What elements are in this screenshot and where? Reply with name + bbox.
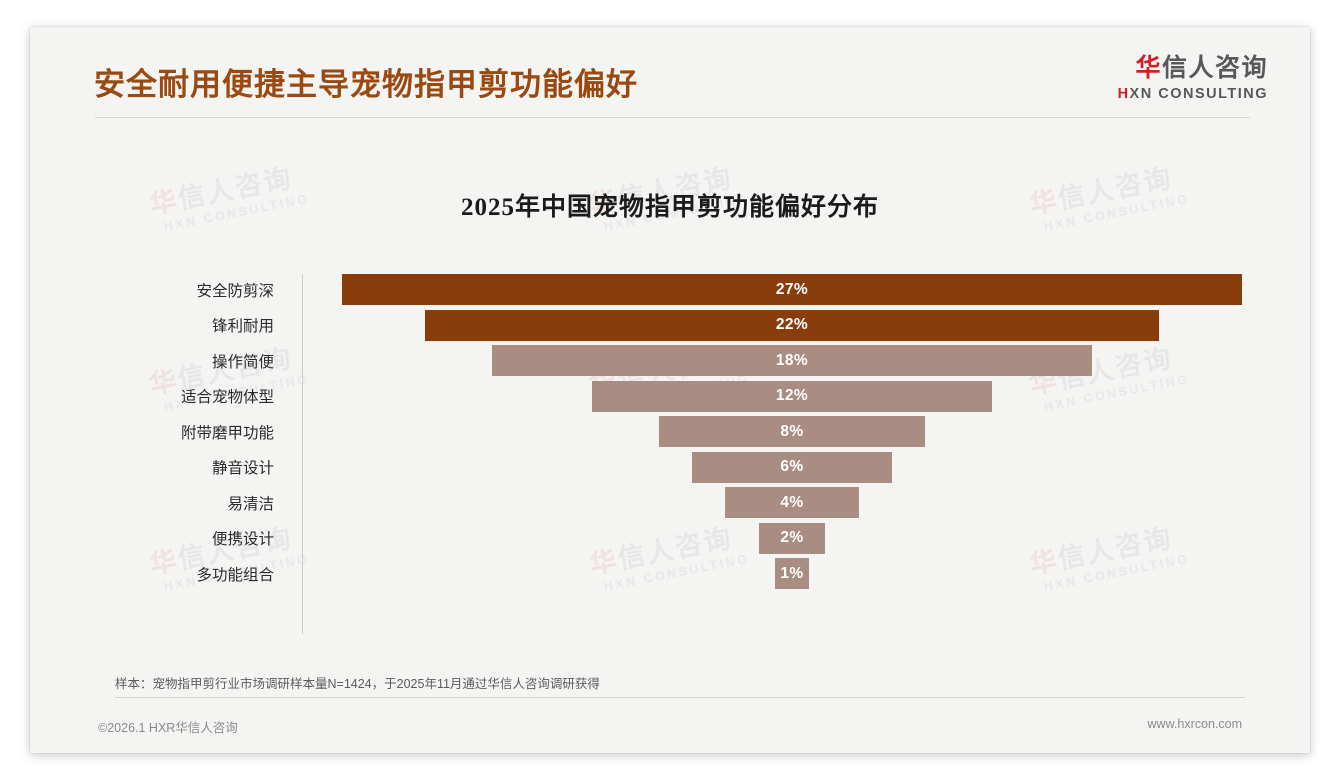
funnel-bar[interactable]: 4%	[725, 487, 859, 519]
bar-value-label: 8%	[780, 422, 804, 440]
website-link[interactable]: www.hxrcon.com	[1147, 717, 1242, 731]
bar-track: 18%	[292, 345, 1292, 377]
bar-track: 22%	[292, 309, 1292, 341]
funnel-bar[interactable]: 6%	[692, 451, 892, 483]
footer-divider	[115, 697, 1245, 698]
title-divider	[95, 117, 1250, 118]
bar-value-label: 27%	[775, 280, 809, 298]
bar-value-label: 6%	[780, 458, 804, 476]
funnel-row: 锋利耐用 22%	[30, 308, 1310, 344]
category-label: 适合宠物体型	[180, 389, 274, 407]
bar-track: 8%	[292, 416, 1292, 448]
funnel-row: 易清洁 4%	[30, 485, 1310, 521]
logo-english-text: HXN CONSULTING	[1118, 86, 1268, 102]
funnel-bar[interactable]: 18%	[492, 345, 1092, 377]
funnel-row: 操作简便 18%	[30, 343, 1310, 379]
category-label: 便携设计	[211, 531, 274, 549]
category-axis-line	[302, 274, 303, 634]
category-label: 附带磨甲功能	[180, 424, 274, 442]
logo-chinese-red-char: 华	[1135, 54, 1162, 82]
bar-value-label: 4%	[780, 493, 804, 511]
bar-track: 6%	[292, 451, 1292, 483]
category-label: 多功能组合	[196, 566, 274, 584]
funnel-bar[interactable]: 2%	[758, 522, 826, 554]
funnel-row: 安全防剪深 27%	[30, 272, 1310, 308]
logo-english-rest: XN CONSULTING	[1129, 85, 1268, 102]
bar-track: 4%	[292, 487, 1292, 519]
company-logo: 华信人咨询 HXN CONSULTING	[1118, 54, 1268, 102]
copyright-text: ©2026.1 HXR华信人咨询	[98, 721, 238, 735]
slide-header: 安全耐用便捷主导宠物指甲剪功能偏好 华信人咨询 HXN CONSULTING	[30, 27, 1310, 132]
funnel-row: 适合宠物体型 12%	[30, 379, 1310, 415]
slide-canvas: 华信人咨询 HXN CONSULTING 华信人咨询 HXN CONSULTING 华信…	[30, 27, 1310, 753]
funnel-row: 静音设计 6%	[30, 450, 1310, 486]
bar-value-label: 12%	[775, 387, 809, 405]
bar-track: 2%	[292, 522, 1292, 554]
logo-chinese-rest: 信人咨询	[1161, 54, 1268, 82]
page-title: 安全耐用便捷主导宠物指甲剪功能偏好	[94, 67, 638, 102]
bar-value-label: 2%	[780, 529, 804, 547]
category-label: 操作简便	[211, 353, 274, 371]
category-label: 静音设计	[211, 460, 274, 478]
bar-track: 12%	[292, 380, 1292, 412]
bar-value-label: 22%	[775, 316, 809, 334]
funnel-bar[interactable]: 1%	[775, 558, 809, 590]
funnel-chart: 安全防剪深 27% 锋利耐用 22% 操作简便 18% 适合宠物体型 12% 附带磨甲功能 8% 静…	[30, 272, 1310, 634]
funnel-bar[interactable]: 27%	[342, 274, 1242, 306]
bar-value-label: 18%	[775, 351, 809, 369]
funnel-bar[interactable]: 8%	[658, 416, 926, 448]
logo-chinese-text: 华信人咨询	[1118, 54, 1268, 83]
logo-english-red-char: H	[1117, 85, 1130, 102]
funnel-bar[interactable]: 12%	[592, 380, 992, 412]
sample-note: 样本：宠物指甲剪行业市场调研样本量N=1424，于2025年11月通过华信人咨询…	[115, 677, 600, 691]
category-label: 安全防剪深	[196, 282, 274, 300]
chart-title: 2025年中国宠物指甲剪功能偏好分布	[460, 194, 879, 221]
bar-value-label: 1%	[780, 564, 804, 582]
funnel-row: 多功能组合 1%	[30, 556, 1310, 592]
chart-area: 2025年中国宠物指甲剪功能偏好分布 安全防剪深 27% 锋利耐用 22% 操作简便 18…	[30, 135, 1310, 675]
category-label: 易清洁	[227, 495, 274, 513]
bar-track: 27%	[292, 274, 1292, 306]
slide-footer: 样本：宠物指甲剪行业市场调研样本量N=1424，于2025年11月通过华信人咨询…	[30, 673, 1310, 753]
funnel-row: 附带磨甲功能 8%	[30, 414, 1310, 450]
bar-track: 1%	[292, 558, 1292, 590]
funnel-row: 便携设计 2%	[30, 521, 1310, 557]
funnel-bar[interactable]: 22%	[425, 309, 1159, 341]
category-label: 锋利耐用	[211, 318, 274, 336]
